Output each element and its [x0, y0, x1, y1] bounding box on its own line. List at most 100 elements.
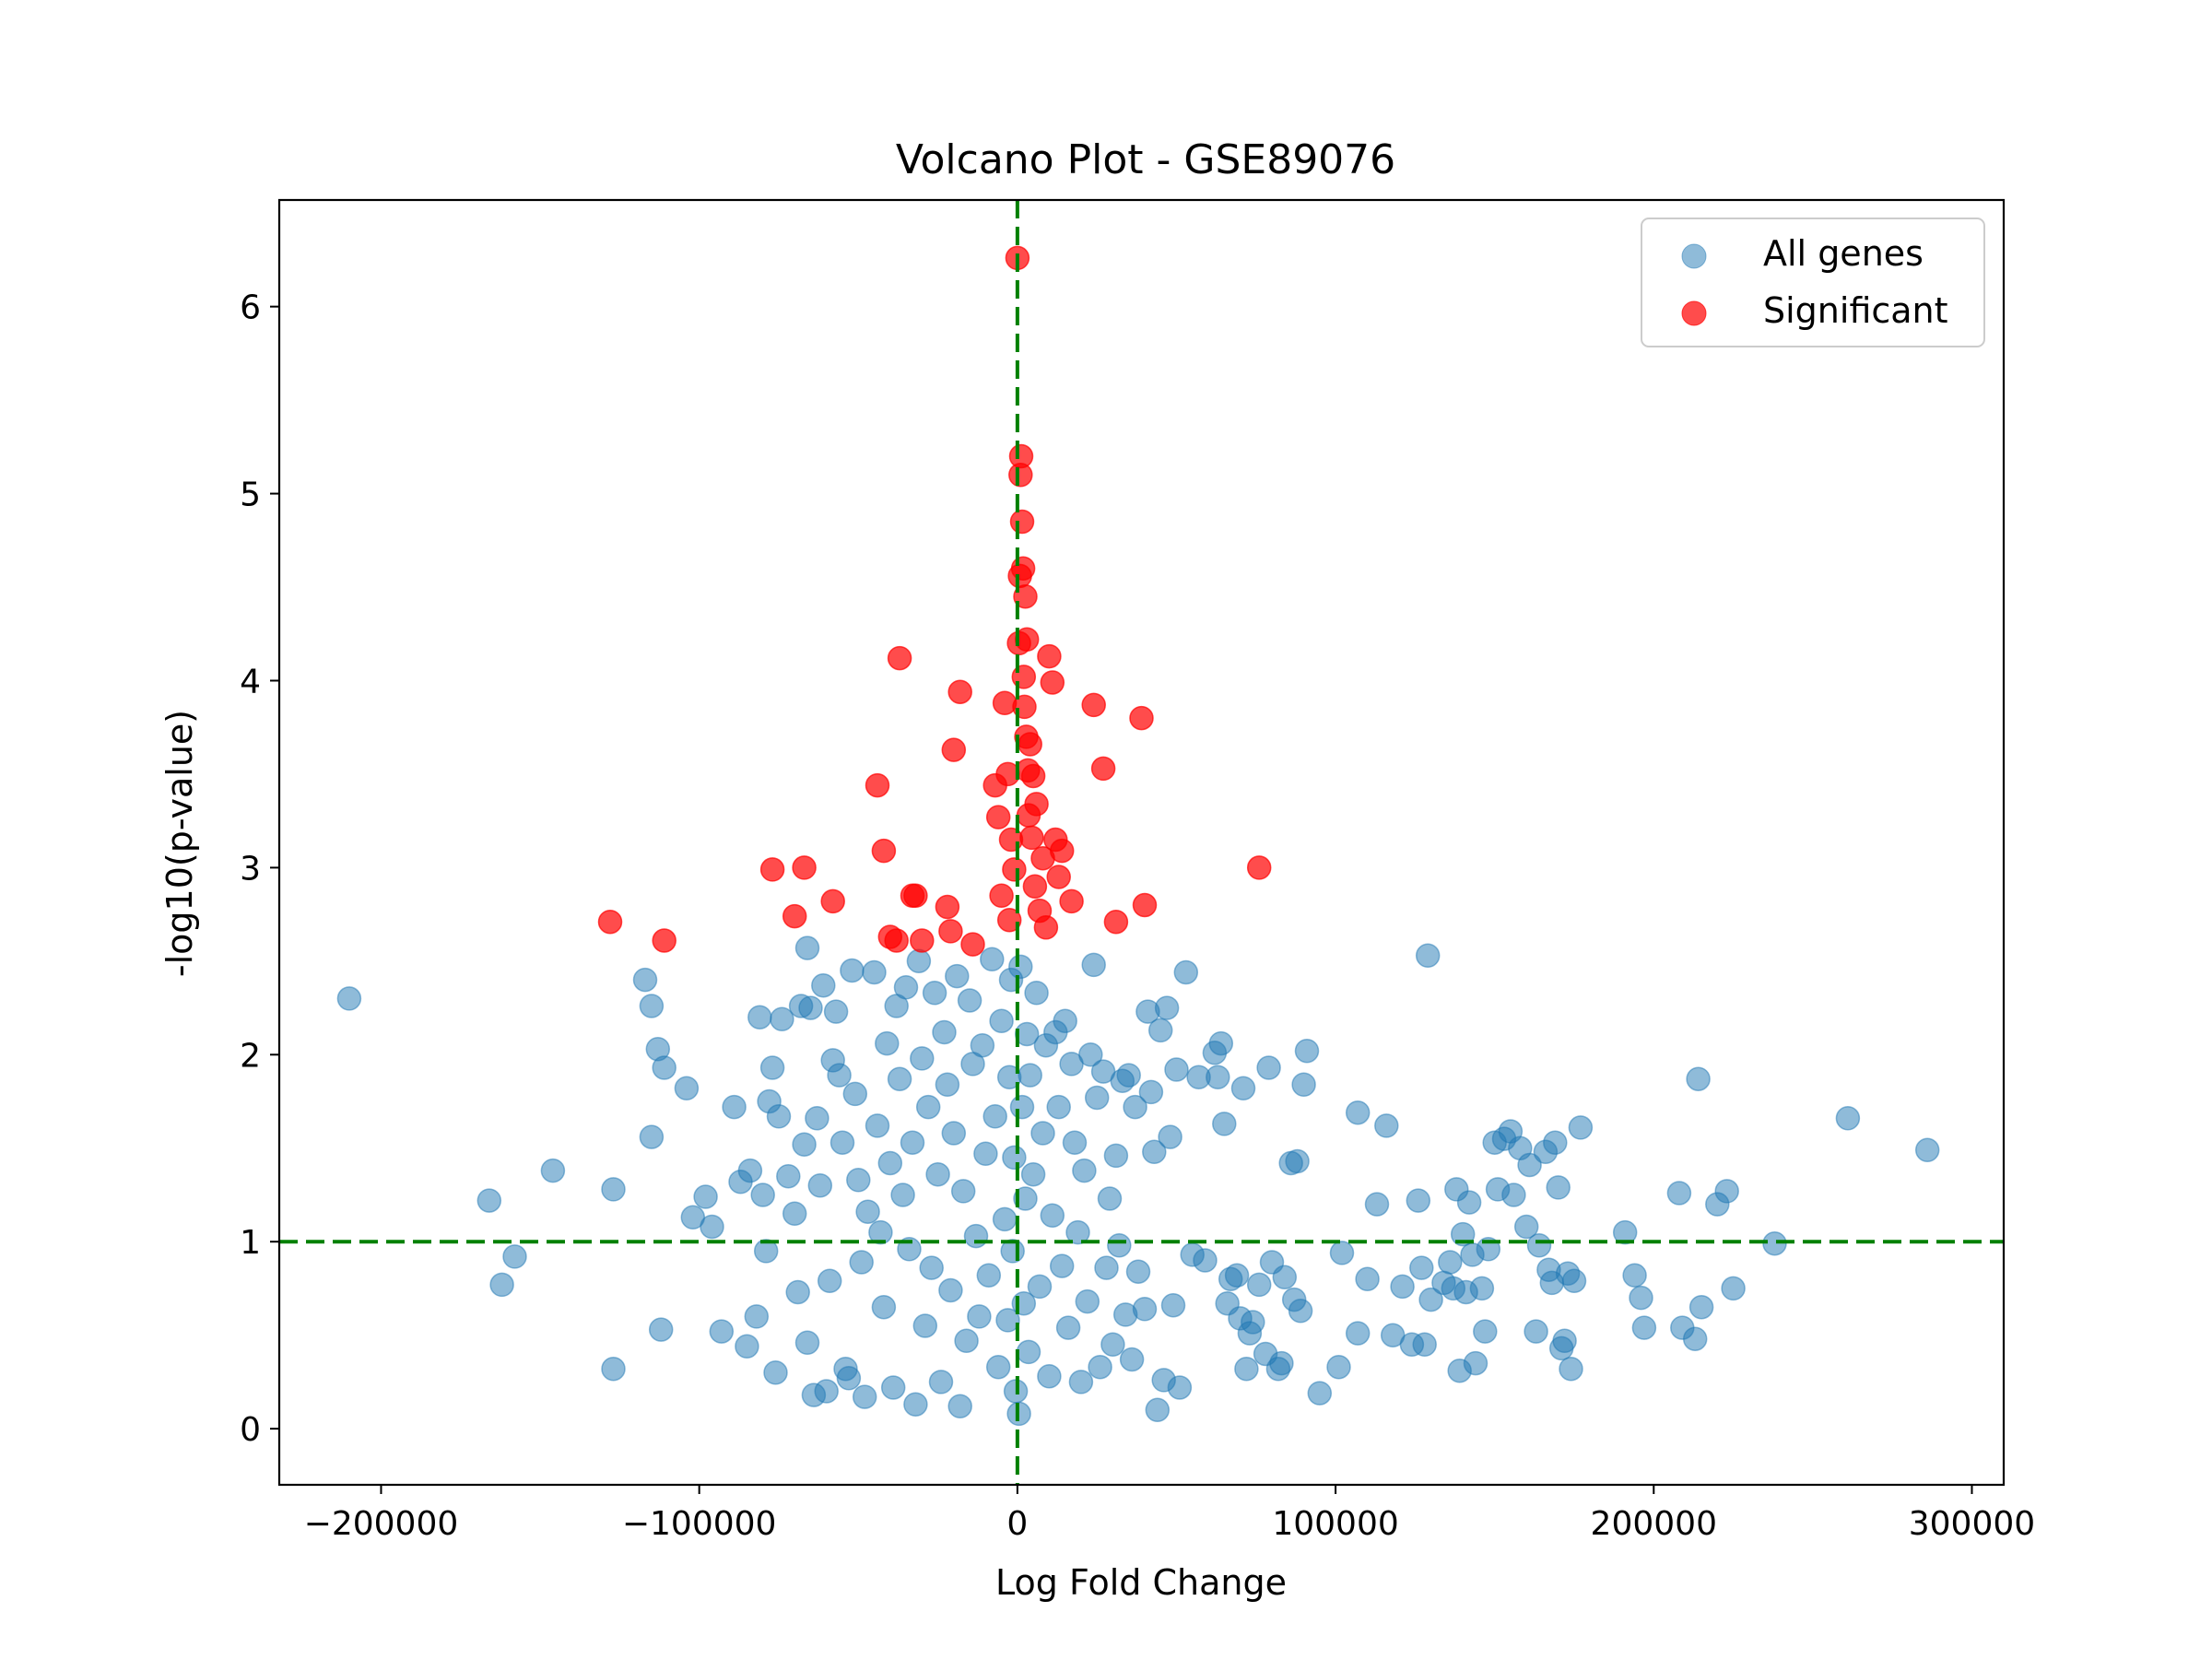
all-genes-point: [1055, 1315, 1081, 1340]
legend: All genes Significant: [1641, 218, 1985, 347]
all-genes-point: [1142, 1139, 1167, 1165]
all-genes-point: [1081, 952, 1106, 978]
all-genes-point: [1543, 1130, 1568, 1155]
legend-label-significant: Significant: [1763, 290, 1948, 331]
all-genes-point: [1206, 1065, 1230, 1089]
all-genes-point: [766, 1104, 792, 1129]
all-genes-point: [1014, 1021, 1040, 1047]
all-genes-point: [1438, 1250, 1463, 1275]
all-genes-point: [794, 1330, 820, 1356]
all-genes-point: [1714, 1179, 1739, 1204]
all-genes-point: [840, 958, 865, 983]
all-genes-point: [941, 1121, 967, 1146]
all-genes-point: [827, 1063, 852, 1088]
all-genes-point: [980, 947, 1005, 972]
all-genes-point: [1561, 1268, 1587, 1294]
significant-point: [597, 909, 623, 935]
all-genes-point: [1230, 1076, 1256, 1101]
all-genes-point: [1272, 1265, 1298, 1290]
all-genes-point: [601, 1356, 626, 1382]
x-tick-label: 300000: [1909, 1505, 2035, 1543]
all-genes-point: [648, 1317, 674, 1342]
significant-point: [1002, 857, 1027, 882]
all-genes-point: [807, 1173, 833, 1198]
significant-point: [938, 919, 963, 944]
all-genes-point: [792, 1132, 817, 1157]
all-genes-point: [1559, 1356, 1583, 1382]
all-genes-point: [1914, 1137, 1940, 1163]
significant-point: [1014, 627, 1040, 653]
all-genes-point: [1526, 1233, 1552, 1258]
all-genes-point: [1049, 1253, 1075, 1278]
all-genes-point: [1138, 1079, 1164, 1105]
all-genes-point: [1234, 1356, 1259, 1382]
all-genes-point: [776, 1163, 801, 1189]
significant-points: [597, 245, 1272, 957]
all-genes-point: [875, 1030, 900, 1056]
y-tick-label: 0: [240, 1411, 261, 1449]
all-genes-point: [814, 1379, 839, 1404]
all-genes-point: [970, 1032, 995, 1058]
all-genes-point: [1164, 1057, 1189, 1082]
all-genes-point: [842, 1081, 868, 1107]
y-tick-label: 6: [240, 289, 261, 327]
all-genes-point: [1088, 1354, 1112, 1380]
all-genes-point: [1835, 1106, 1861, 1131]
all-genes-point: [903, 1392, 928, 1417]
significant-point: [1059, 888, 1084, 914]
all-genes-point: [639, 994, 665, 1018]
all-genes-point: [1612, 1219, 1638, 1245]
x-tick-label: −200000: [304, 1505, 459, 1543]
x-axis-ticks: −200000 −100000 0 100000 200000 300000: [304, 1485, 2035, 1543]
all-genes-point: [540, 1158, 566, 1183]
all-genes-point: [1094, 1255, 1119, 1280]
significant-point: [1246, 855, 1272, 880]
significant-point: [1013, 583, 1038, 609]
significant-point: [1022, 874, 1048, 899]
legend-box: [1641, 218, 1985, 347]
x-axis-label: Log Fold Change: [995, 1562, 1287, 1603]
all-genes-point: [1631, 1315, 1657, 1340]
y-axis-label: -log10(p-value): [159, 710, 200, 977]
all-genes-point: [852, 1384, 877, 1409]
all-genes-point: [744, 1304, 770, 1329]
all-genes-point: [502, 1244, 527, 1269]
all-genes-point: [763, 1360, 788, 1385]
significant-point: [935, 894, 960, 920]
significant-point: [992, 690, 1018, 716]
all-genes-point: [823, 999, 849, 1024]
all-genes-point: [1123, 1094, 1147, 1120]
significant-point: [871, 838, 897, 864]
significant-point: [1129, 705, 1154, 731]
significant-point: [1103, 909, 1129, 935]
all-genes-point: [1409, 1255, 1434, 1280]
all-genes-point: [1040, 1203, 1065, 1229]
x-tick-label: −100000: [622, 1505, 777, 1543]
all-genes-point: [957, 988, 982, 1013]
y-tick-label: 5: [240, 477, 261, 514]
all-genes-point: [1037, 1364, 1062, 1389]
all-genes-point: [868, 1219, 893, 1245]
all-genes-point: [1329, 1241, 1355, 1265]
all-genes-point: [1241, 1310, 1265, 1335]
chart-title: Volcano Plot - GSE89076: [896, 136, 1395, 183]
all-genes-point: [817, 1268, 842, 1294]
all-genes-point: [1158, 1124, 1182, 1149]
all-genes-point: [938, 1277, 963, 1303]
all-genes-point: [782, 1201, 807, 1227]
all-genes-point: [735, 1334, 759, 1359]
all-genes-point: [1546, 1175, 1571, 1200]
all-genes-point: [947, 1394, 972, 1419]
significant-point: [989, 883, 1014, 909]
all-genes-point: [1307, 1381, 1333, 1406]
all-genes-point: [945, 963, 970, 989]
significant-point: [1040, 670, 1065, 695]
y-tick-label: 2: [240, 1037, 261, 1075]
all-genes-point: [963, 1223, 989, 1249]
significant-point: [1024, 792, 1049, 817]
all-genes-point: [1688, 1294, 1714, 1320]
all-genes-point: [1002, 1145, 1027, 1171]
all-genes-point: [1107, 1233, 1132, 1258]
all-genes-points: [336, 935, 1940, 1427]
